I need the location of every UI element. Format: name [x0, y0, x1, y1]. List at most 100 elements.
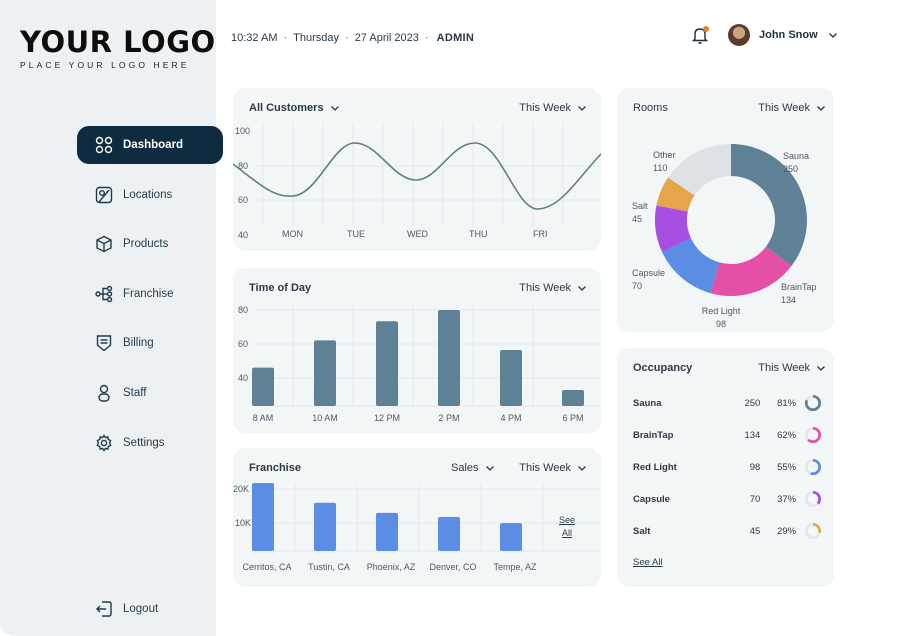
- sidebar-item-franchise[interactable]: Franchise: [77, 275, 223, 313]
- customers-period-dropdown[interactable]: This Week: [519, 102, 587, 114]
- time-of-day-period-dropdown[interactable]: This Week: [519, 282, 587, 294]
- occupancy-row[interactable]: Red Light 98 55%: [633, 455, 822, 479]
- time-of-day-bar[interactable]: [500, 350, 522, 406]
- occupancy-ring: [805, 490, 822, 508]
- occupancy-room-name: Red Light: [633, 461, 677, 473]
- header-time: 10:32 AM: [231, 32, 278, 44]
- box-icon: [95, 235, 113, 253]
- header-info: 10:32 AM · Thursday · 27 April 2023 · AD…: [231, 28, 910, 48]
- rooms-slice-other[interactable]: [667, 144, 731, 196]
- logout-icon: [96, 601, 112, 617]
- occupancy-percent: 37%: [777, 493, 797, 505]
- franchise-bar[interactable]: [438, 517, 460, 551]
- occupancy-percent: 29%: [777, 525, 797, 537]
- sidebar: YOUR LOGO PLACE YOUR LOGO HERE Dashboard…: [0, 0, 223, 636]
- logout-button[interactable]: Logout: [95, 600, 158, 618]
- user-menu[interactable]: John Snow: [690, 24, 838, 46]
- sidebar-item-label: Dashboard: [123, 139, 184, 151]
- occupancy-row[interactable]: Sauna 250 81%: [633, 391, 822, 415]
- ring-fill: [805, 426, 822, 444]
- customers-filter-dropdown[interactable]: All Customers: [249, 102, 340, 114]
- franchise-metric-dropdown[interactable]: Sales: [451, 462, 495, 474]
- period-label: This Week: [519, 462, 571, 474]
- time-of-day-bar[interactable]: [252, 367, 274, 406]
- time-of-day-card: Time of Day This Week 80 60 40 8 AM 10 AM…: [233, 268, 601, 433]
- sidebar-item-locations[interactable]: Locations: [77, 176, 223, 214]
- franchise-bar[interactable]: [314, 502, 336, 551]
- rooms-label-value: 134: [781, 295, 796, 305]
- sidebar-item-settings[interactable]: Settings: [77, 424, 223, 462]
- separator-dot: ·: [283, 32, 288, 44]
- chevron-down-icon: [485, 466, 494, 471]
- sidebar-item-label: Locations: [123, 188, 173, 201]
- sidebar-item-label: Billing: [123, 337, 154, 350]
- occupancy-row[interactable]: Salt 45 29%: [633, 519, 822, 543]
- x-tick: FRI: [533, 229, 548, 239]
- time-of-day-bar[interactable]: [376, 321, 398, 406]
- franchise-bar[interactable]: [376, 512, 398, 551]
- occupancy-row[interactable]: Capsule 70 37%: [633, 487, 822, 511]
- x-tick: MON: [282, 229, 303, 239]
- separator-dot: ·: [345, 32, 349, 44]
- occupancy-count: 70: [749, 493, 761, 505]
- x-tick: 10 AM: [312, 413, 338, 423]
- occupancy-title: Occupancy: [633, 362, 693, 374]
- rooms-period-dropdown[interactable]: This Week: [758, 102, 826, 114]
- separator-dot: ·: [424, 32, 429, 44]
- ring-fill: [805, 522, 822, 540]
- notification-dot: [703, 26, 709, 32]
- grid-icon: [95, 136, 113, 154]
- y-tick: 80: [238, 161, 248, 171]
- chevron-down-icon: [578, 466, 586, 471]
- header-date: 27 April 2023: [354, 32, 419, 44]
- rooms-slice-capsule[interactable]: [655, 205, 691, 252]
- rooms-slice-red-light[interactable]: [661, 238, 720, 294]
- y-tick: 60: [238, 195, 248, 205]
- chevron-down-icon: [828, 33, 837, 38]
- franchise-see-all-link[interactable]: See All: [559, 514, 575, 540]
- logo-tagline: PLACE YOUR LOGO HERE: [20, 60, 190, 70]
- x-tick: 6 PM: [562, 413, 583, 423]
- rooms-slice-sauna[interactable]: [731, 144, 807, 267]
- rooms-slice-braintap[interactable]: [710, 246, 792, 296]
- franchise-bar[interactable]: [500, 523, 522, 551]
- period-label: This Week: [519, 282, 571, 294]
- period-label: This Week: [758, 362, 810, 374]
- customers-line: [233, 142, 601, 210]
- occupancy-row[interactable]: BrainTap 134 62%: [633, 423, 822, 447]
- occupancy-see-all-link[interactable]: See All: [633, 557, 663, 568]
- x-tick: Denver, CO: [429, 562, 476, 572]
- y-tick: 100: [235, 126, 250, 136]
- chevron-down-icon: [578, 286, 586, 291]
- notification-bell-icon[interactable]: [690, 25, 710, 45]
- time-of-day-bar[interactable]: [562, 390, 584, 406]
- sidebar-item-staff[interactable]: Staff: [77, 374, 223, 412]
- rooms-slice-salt[interactable]: [656, 177, 695, 212]
- franchise-period-dropdown[interactable]: This Week: [519, 462, 587, 474]
- y-tick: 80: [238, 305, 248, 315]
- x-tick: Phoenix, AZ: [367, 562, 416, 572]
- franchise-bar[interactable]: [252, 483, 274, 551]
- occupancy-ring: [805, 394, 822, 412]
- occupancy-period-dropdown[interactable]: This Week: [758, 362, 826, 374]
- receipt-icon: [95, 334, 113, 352]
- sidebar-item-billing[interactable]: Billing: [77, 324, 223, 362]
- avatar[interactable]: [728, 24, 750, 46]
- period-label: This Week: [519, 102, 571, 114]
- franchise-title: Franchise: [249, 462, 301, 474]
- time-of-day-bar[interactable]: [314, 340, 336, 406]
- sidebar-item-dashboard[interactable]: Dashboard: [77, 126, 223, 164]
- logo[interactable]: YOUR LOGO PLACE YOUR LOGO HERE: [20, 26, 216, 70]
- x-tick: 8 AM: [253, 413, 274, 423]
- occupancy-room-name: Capsule: [633, 493, 670, 505]
- occupancy-ring: [805, 522, 822, 540]
- time-of-day-title: Time of Day: [249, 282, 312, 294]
- sidebar-item-products[interactable]: Products: [77, 225, 223, 263]
- rooms-card: Rooms This Week Sauna 250 BrainTap 134 Red L…: [617, 88, 834, 332]
- rooms-label-name: Salt: [632, 201, 648, 211]
- occupancy-card: Occupancy This Week Sauna 250 81% BrainTap 1…: [617, 348, 834, 587]
- x-tick: 4 PM: [500, 413, 521, 423]
- rooms-label-name: BrainTap: [781, 282, 817, 292]
- time-of-day-bar[interactable]: [438, 310, 460, 406]
- franchise-card: Franchise Sales This Week 20K 10K Cerrit…: [233, 448, 601, 587]
